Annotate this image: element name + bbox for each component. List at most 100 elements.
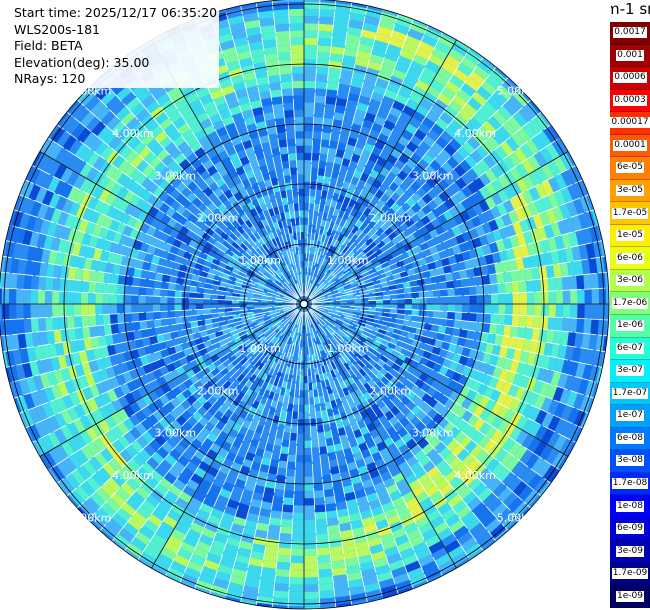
beta-bin xyxy=(304,548,318,556)
beta-bin xyxy=(16,288,24,304)
beta-bin xyxy=(272,184,280,193)
beta-bin xyxy=(339,381,347,390)
ray-gap xyxy=(344,165,576,284)
beta-bin xyxy=(343,283,352,289)
range-label: 2.00km xyxy=(370,384,412,397)
beta-bin xyxy=(395,478,409,490)
beta-bin xyxy=(463,472,478,486)
beta-bin xyxy=(225,596,242,603)
beta-bin xyxy=(248,255,256,264)
beta-bin xyxy=(399,547,416,560)
beta-bin xyxy=(262,494,274,504)
beta-bin xyxy=(496,125,511,141)
beta-bin xyxy=(461,286,470,296)
beta-bin xyxy=(566,200,578,218)
beta-bin xyxy=(239,102,252,113)
beta-bin xyxy=(518,106,534,123)
beta-bin xyxy=(345,315,353,320)
ray-gap xyxy=(311,240,603,303)
beta-bin xyxy=(104,334,114,346)
beta-bin xyxy=(246,236,255,246)
colorbar-tick: 3e-06 xyxy=(610,269,650,293)
beta-bin xyxy=(370,505,384,517)
beta-bin xyxy=(54,444,69,461)
beta-bin xyxy=(116,467,131,483)
beta-bin xyxy=(298,203,304,211)
beta-bin xyxy=(453,214,465,226)
beta-bin xyxy=(418,40,435,54)
beta-bin xyxy=(224,91,238,103)
ray-gap xyxy=(287,0,302,241)
beta-bin xyxy=(53,223,65,239)
beta-bin xyxy=(323,290,331,296)
beta-bin xyxy=(472,177,486,191)
beta-bin xyxy=(66,279,75,292)
beta-bin xyxy=(359,88,373,99)
beta-bin xyxy=(330,170,340,179)
beta-bin xyxy=(105,402,117,416)
ray-gap xyxy=(305,5,368,297)
beta-bin xyxy=(485,231,496,244)
beta-bin xyxy=(325,96,337,105)
beta-bin xyxy=(284,281,291,288)
beta-bin xyxy=(469,71,486,86)
beta-bin xyxy=(35,186,48,204)
beta-bin xyxy=(106,149,120,165)
beta-bin xyxy=(104,415,117,430)
beta-bin xyxy=(203,298,211,304)
beta-bin xyxy=(491,502,508,518)
beta-bin xyxy=(243,324,252,331)
beta-bin xyxy=(170,330,179,340)
beta-bin xyxy=(487,477,502,493)
beta-bin xyxy=(253,536,267,546)
beta-bin xyxy=(481,322,491,334)
beta-bin xyxy=(320,274,327,282)
beta-bin xyxy=(177,122,191,136)
ray-gap xyxy=(360,332,576,443)
beta-bin xyxy=(329,263,336,271)
beta-bin xyxy=(315,410,322,419)
beta-bin xyxy=(299,224,304,233)
beta-bin xyxy=(246,271,255,278)
beta-bin xyxy=(108,135,123,150)
beta-bin xyxy=(382,9,399,17)
beta-bin xyxy=(391,68,407,81)
beta-bin xyxy=(123,163,137,177)
beta-bin xyxy=(213,160,225,172)
colorbar-tick: 1e-06 xyxy=(610,315,650,338)
beta-bin xyxy=(109,241,120,254)
beta-bin xyxy=(248,130,260,140)
beta-bin xyxy=(317,45,332,54)
ray-gap xyxy=(367,287,609,302)
beta-bin xyxy=(393,572,410,585)
beta-bin xyxy=(414,449,427,462)
beta-bin xyxy=(313,124,323,133)
beta-bin xyxy=(368,347,377,355)
beta-bin xyxy=(274,320,282,327)
beta-bin xyxy=(540,278,549,292)
beta-bin xyxy=(425,290,434,298)
beta-bin xyxy=(353,397,362,407)
beta-bin xyxy=(391,236,401,246)
beta-bin xyxy=(477,59,495,75)
beta-bin xyxy=(179,580,196,589)
beta-bin xyxy=(436,166,449,179)
beta-bin xyxy=(214,346,223,355)
beta-bin xyxy=(268,466,279,475)
beta-bin xyxy=(151,507,167,522)
beta-bin xyxy=(540,428,555,445)
beta-bin xyxy=(464,154,478,169)
beta-bin xyxy=(217,203,227,213)
beta-bin xyxy=(213,532,229,544)
beta-bin xyxy=(164,490,179,504)
beta-bin xyxy=(304,210,309,218)
beta-bin xyxy=(236,225,246,235)
beta-bin xyxy=(275,371,282,380)
range-label: 3.00km xyxy=(412,169,454,182)
beta-bin xyxy=(381,501,395,513)
beta-bin xyxy=(346,360,354,369)
beta-bin xyxy=(317,432,326,441)
beta-bin xyxy=(195,164,207,176)
beta-bin xyxy=(62,198,74,214)
beta-bin xyxy=(181,128,195,141)
